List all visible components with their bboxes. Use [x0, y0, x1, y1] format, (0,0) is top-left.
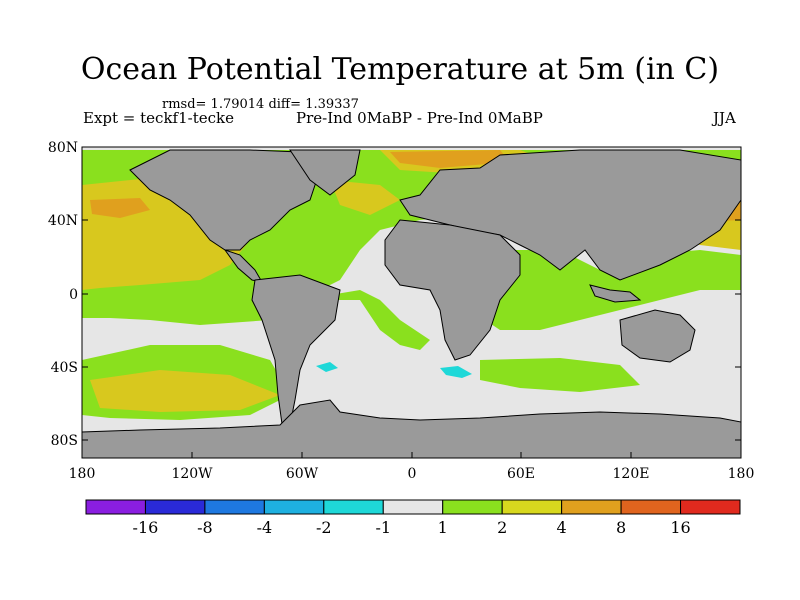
experiment-label: Expt = teckf1-tecke: [83, 109, 234, 127]
lat-label: 80S: [50, 433, 78, 449]
orange-arctic: [390, 150, 510, 168]
lat-label: 0: [69, 287, 78, 303]
cyan-south-atlantic-patch: [316, 362, 338, 372]
colorbar-swatch: [144, 499, 206, 515]
land-africa: [384, 219, 521, 361]
colorbar-swatch: [442, 499, 503, 515]
lat-label: 40S: [50, 360, 78, 376]
colorbar: [85, 499, 741, 515]
yellow-north-atlantic: [330, 180, 400, 215]
map-frame: [81, 146, 742, 459]
green-south-atlantic: [300, 290, 430, 350]
colorbar-swatch: [323, 499, 384, 515]
map-title: Ocean Potential Temperature at 5m (in C): [80, 52, 720, 87]
land-antarctica: [81, 399, 742, 459]
land-masses: [81, 149, 742, 459]
lon-label: 60W: [285, 466, 319, 482]
colorbar-swatch: [85, 499, 146, 515]
colorbar-swatch: [501, 499, 563, 515]
stats-line: rmsd= 1.79014 diff= 1.39337: [162, 97, 359, 112]
green-southern-indian: [480, 358, 640, 392]
colorbar-label: -1: [375, 518, 392, 537]
land-australia: [619, 309, 696, 363]
lon-label: 180: [68, 466, 96, 482]
lon-label: 0: [407, 466, 417, 482]
lat-label: 40N: [47, 213, 78, 229]
yellow-south-pacific: [90, 370, 280, 412]
colorbar-label: -4: [256, 518, 273, 537]
colorbar-swatch: [382, 499, 444, 515]
lon-label: 60E: [506, 466, 536, 482]
colorbar-swatch: [263, 499, 325, 515]
cyan-anomaly-regions: [316, 362, 472, 378]
colorbar-label: -8: [197, 518, 213, 537]
colorbar-swatch: [561, 499, 622, 515]
colorbar-label: 2: [497, 518, 508, 537]
season-label: JJA: [713, 109, 736, 127]
land-indonesia: [589, 284, 642, 303]
colorbar-label: 4: [556, 518, 567, 537]
runs-label: Pre-Ind 0MaBP - Pre-Ind 0MaBP: [296, 109, 543, 127]
colorbar-label: 8: [615, 518, 627, 537]
lat-label: 80N: [47, 140, 78, 156]
colorbar-swatch: [680, 499, 741, 515]
colorbar-label: 16: [670, 518, 691, 537]
land-greenland: [289, 149, 361, 196]
colorbar-label: 1: [437, 518, 448, 537]
lon-label: 120E: [612, 466, 650, 482]
lon-label: 180: [727, 466, 755, 482]
colorbar-label: -16: [132, 518, 159, 537]
colorbar-label: -2: [316, 518, 332, 537]
land-north-america: [129, 149, 321, 251]
colorbar-swatch: [620, 499, 682, 515]
colorbar-swatch: [204, 499, 265, 515]
orange-north-east-pacific: [90, 198, 150, 218]
lon-label: 120W: [171, 466, 213, 482]
cyan-south-indian-patch: [440, 366, 472, 378]
